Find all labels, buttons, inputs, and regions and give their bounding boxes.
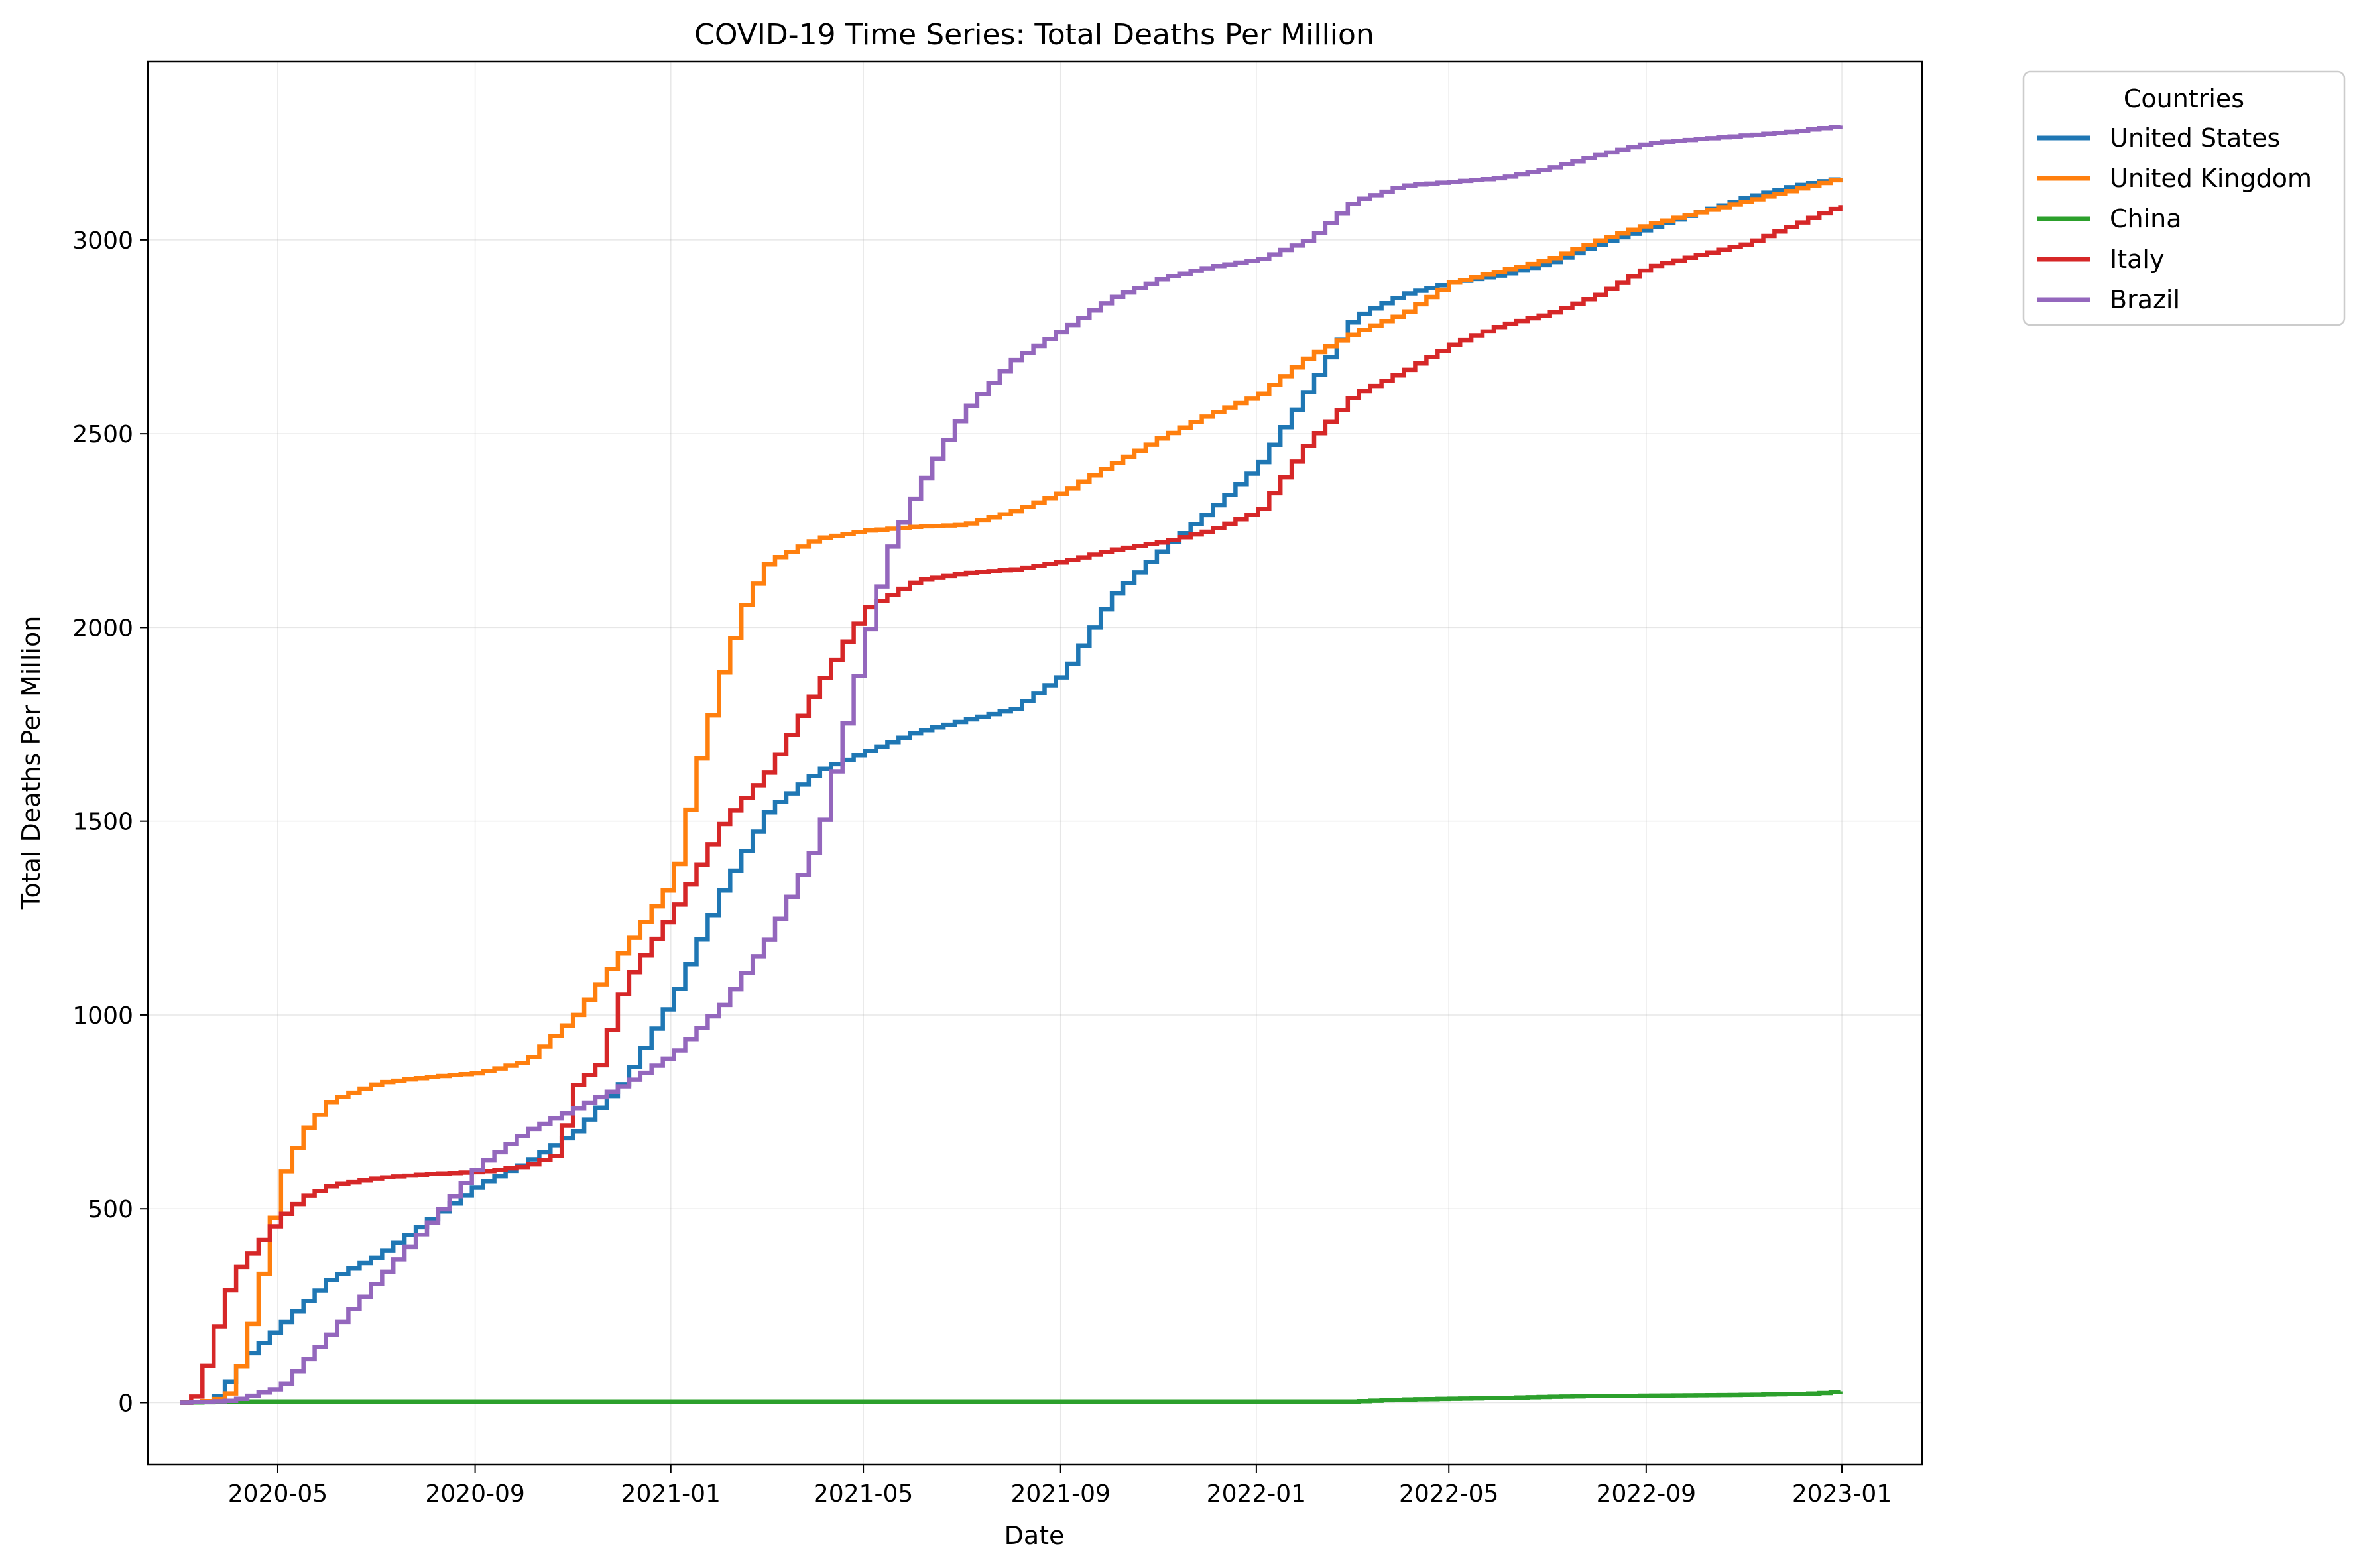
legend-label: Italy (2110, 245, 2164, 274)
legend-label: United Kingdom (2110, 164, 2312, 193)
y-tick-label: 500 (88, 1196, 133, 1223)
chart-title: COVID-19 Time Series: Total Deaths Per M… (694, 18, 1374, 52)
y-tick-label: 2000 (72, 615, 133, 642)
y-tick-label: 3000 (72, 227, 133, 255)
x-tick-label: 2022-09 (1597, 1480, 1696, 1508)
legend-label: China (2110, 204, 2182, 233)
x-tick-label: 2022-05 (1399, 1480, 1498, 1508)
series-line (180, 177, 1843, 1405)
y-tick-label: 2500 (72, 421, 133, 448)
series-line (180, 1390, 1843, 1405)
x-tick-label: 2021-09 (1011, 1480, 1111, 1508)
legend-label: United States (2110, 123, 2280, 152)
series-line (180, 178, 1843, 1405)
x-tick-label: 2020-09 (425, 1480, 524, 1508)
y-tick-label: 0 (118, 1390, 133, 1417)
x-axis-label: Date (1004, 1521, 1065, 1550)
legend-title: Countries (2124, 84, 2244, 113)
x-tick-label: 2022-01 (1207, 1480, 1306, 1508)
x-tick-label: 2023-01 (1792, 1480, 1892, 1508)
y-tick-label: 1500 (72, 809, 133, 836)
y-axis-label: Total Deaths Per Million (17, 616, 46, 910)
legend-label: Brazil (2110, 285, 2180, 314)
series-line (180, 205, 1843, 1405)
legend: Countries United States United Kingdom Chi… (2022, 70, 2346, 326)
plot-area-frame (147, 60, 1923, 1466)
legend-frame (2022, 70, 2346, 326)
series-line (180, 124, 1843, 1405)
x-tick-label: 2021-01 (621, 1480, 721, 1508)
axes: 2020-05 2020-09 2021-01 2021-05 2021-09 2022-… (72, 227, 1892, 1508)
y-tick-label: 1000 (72, 1002, 133, 1030)
x-tick-label: 2021-05 (814, 1480, 913, 1508)
x-tick-label: 2020-05 (228, 1480, 328, 1508)
series-lines (180, 124, 1843, 1405)
